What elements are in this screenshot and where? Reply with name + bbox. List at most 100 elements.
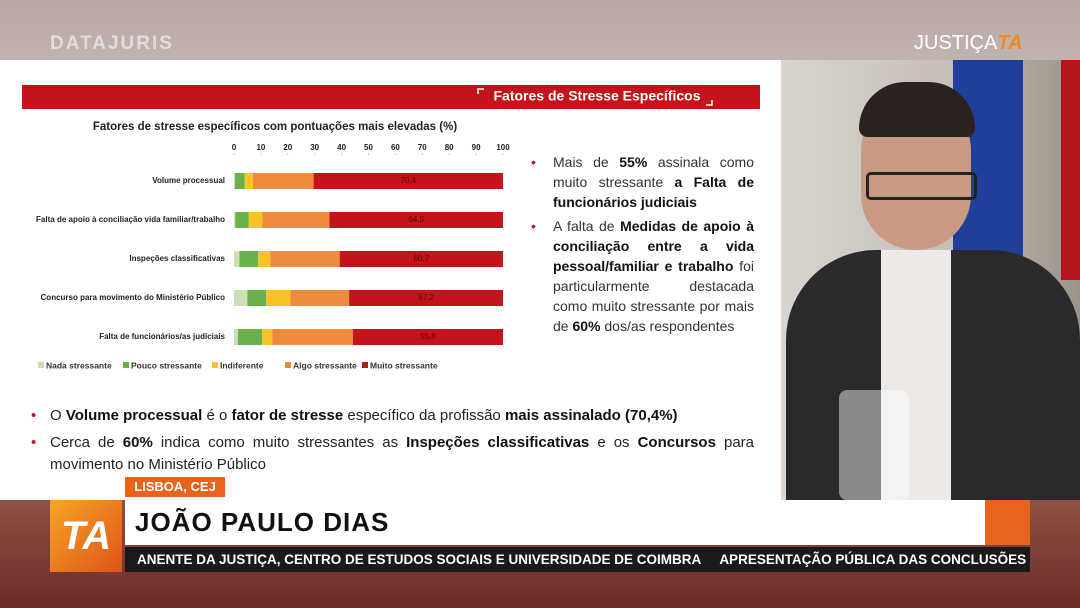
- flag-red: [1061, 60, 1080, 280]
- title-brackets: [477, 88, 713, 106]
- text-run: 60%: [122, 434, 153, 451]
- x-tick-label: 60: [391, 143, 400, 152]
- text-run: é o: [202, 407, 232, 424]
- legend-swatch: [212, 362, 218, 368]
- person-name: JOÃO PAULO DIAS: [135, 507, 390, 537]
- x-tick-label: 70: [418, 143, 427, 152]
- bullet: • Mais de 55% assinala como muito stressa…: [531, 152, 754, 212]
- channel-logo: TA: [997, 32, 1023, 54]
- value-label: 60,7: [414, 254, 430, 263]
- text-run: 60%: [572, 318, 601, 334]
- category-label: Inspeções classificativas: [129, 254, 225, 263]
- text-run: Mais de: [553, 154, 620, 170]
- bar-segment: [262, 212, 330, 228]
- x-tick-label: 40: [337, 143, 346, 152]
- bar-segment: [349, 290, 503, 306]
- logo-text: TA: [60, 514, 112, 558]
- photo: [781, 60, 1080, 500]
- bar-segment: [313, 173, 503, 189]
- value-label: 57,2: [418, 293, 434, 302]
- hair: [859, 82, 975, 137]
- text-run: a Falta de funcionários judiciais: [553, 174, 754, 210]
- bullet-dot: •: [31, 407, 37, 424]
- text-run: mais assinalado (70,4%): [504, 407, 678, 424]
- bar-segment: [238, 329, 263, 345]
- bullet: • O Volume processual é o fator de stress…: [31, 405, 754, 427]
- bullet: • Cerca de 60% indica como muito stressan…: [31, 432, 754, 476]
- bar-segment: [352, 329, 503, 345]
- text-run: Cerca de: [50, 434, 123, 451]
- bullet-dot: •: [531, 218, 536, 234]
- x-tick-label: 100: [496, 143, 510, 152]
- bar-segment: [239, 251, 259, 267]
- bar-segment: [270, 251, 340, 267]
- bar-segment: [234, 173, 236, 189]
- x-tick-label: 20: [283, 143, 292, 152]
- channel-name: JUSTIÇA: [914, 32, 998, 54]
- slide-title: Fatores de Stresse Específicos: [494, 88, 701, 104]
- bullet-dot: •: [531, 154, 536, 170]
- text-run: assinala como muito stressante: [553, 154, 754, 190]
- bar-segment: [339, 251, 503, 267]
- chart: 0 10 20 30 40 50 60 70 80 90 100 Volume processual 7…: [36, 143, 510, 370]
- text-run: 55%: [619, 154, 648, 170]
- category-label: Concurso para movimento do Ministério Pú…: [41, 293, 226, 302]
- slide: [0, 60, 781, 500]
- legend-swatch: [285, 362, 291, 368]
- text-run: O: [50, 407, 66, 424]
- location-tag: LISBOA, CEJ: [125, 477, 225, 497]
- chart-title: Fatores de stresse específicos com pontu…: [93, 121, 457, 133]
- text-run: Inspeções classificativas: [406, 434, 590, 451]
- text-run: A falta de: [553, 218, 621, 234]
- text-run: para movimento no Ministério Público: [50, 434, 754, 473]
- name-bar-end: [985, 500, 1030, 545]
- name-bar: [125, 500, 985, 545]
- text-run: e os: [589, 434, 638, 451]
- value-label: 55,8: [420, 332, 436, 341]
- glass-bottle: [839, 390, 909, 500]
- x-tick-label: 90: [472, 143, 481, 152]
- bar-segment: [235, 212, 249, 228]
- bar-segment: [262, 329, 273, 345]
- legend-label: Pouco stressante: [131, 360, 202, 370]
- x-tick-label: 10: [256, 143, 265, 152]
- ticker: ANENTE DA JUSTIÇA, CENTRO DE ESTUDOS SOC…: [125, 547, 1030, 572]
- legend-label: Indiferente: [220, 360, 264, 370]
- text-run: indica como muito stressantes as: [152, 434, 407, 451]
- legend-label: Muito stressante: [370, 360, 438, 370]
- bullet: • A falta de Medidas de apoio à conciliaç…: [531, 216, 754, 336]
- x-tick-label: 30: [310, 143, 319, 152]
- ticker-item: APRESENTAÇÃO PÚBLICA DAS CONCLUSÕES D: [719, 552, 1030, 567]
- legend-label: Algo stressante: [293, 360, 357, 370]
- category-label: Falta de funcionários/as judiciais: [99, 332, 225, 341]
- legend-swatch: [123, 362, 129, 368]
- bar-segment: [252, 173, 314, 189]
- glasses: [866, 172, 977, 200]
- shirt: [881, 250, 951, 500]
- value-label: 64,5: [408, 215, 424, 224]
- x-tick-label: 50: [364, 143, 373, 152]
- bar-segment: [258, 251, 271, 267]
- x-tick-label: 0: [232, 143, 237, 152]
- text-run: foi particularmente destacada como muito…: [553, 258, 754, 334]
- bar-segment: [234, 329, 239, 345]
- ticker-item: ANENTE DA JUSTIÇA, CENTRO DE ESTUDOS SOC…: [137, 552, 702, 567]
- slide-canvas: Fatores de Stresse Específicos Fatores d…: [22, 85, 760, 370]
- legend-swatch: [38, 362, 44, 368]
- bar-segment: [290, 290, 350, 306]
- legend-swatch: [362, 362, 368, 368]
- category-label: Falta de apoio à conciliação vida famili…: [36, 215, 225, 224]
- text-run: Concursos: [637, 434, 716, 451]
- text-run: específico da profissão: [343, 407, 505, 424]
- channel: JUSTIÇATA: [914, 32, 1023, 55]
- bar-segment: [272, 329, 353, 345]
- text-run: dos/as respondentes: [600, 318, 735, 334]
- bar-segment: [248, 212, 263, 228]
- text-run: Volume processual: [65, 407, 203, 424]
- legend-label: Nada stressante: [46, 360, 112, 370]
- x-tick-label: 80: [445, 143, 454, 152]
- text-run: Medidas de apoio à conciliação entre a v…: [553, 218, 754, 274]
- bar-segment: [247, 290, 267, 306]
- value-label: 70,4: [401, 176, 417, 185]
